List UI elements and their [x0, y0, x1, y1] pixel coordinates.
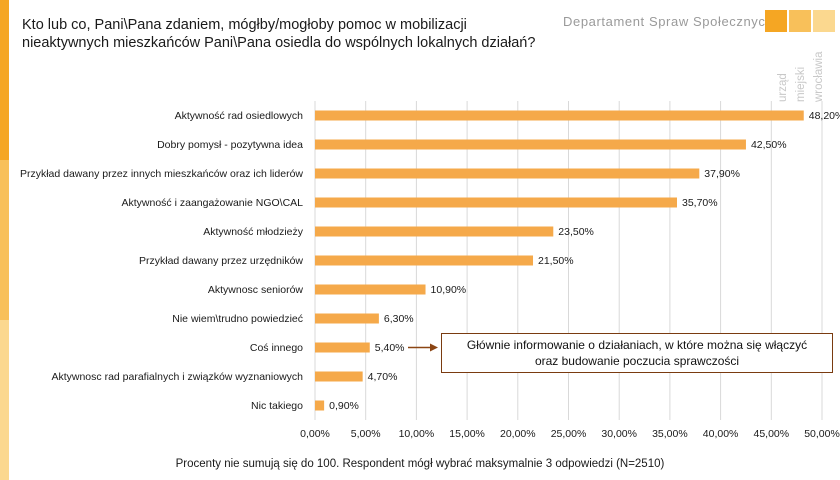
category-label: Aktywnosc rad parafialnych i związków wy…: [51, 371, 303, 383]
annotation-box: Głównie informowanie o działaniach, w kt…: [441, 333, 833, 373]
annotation-line2: oraz budowanie poczucia sprawczości: [534, 354, 740, 368]
x-tick-label: 10,00%: [399, 428, 435, 440]
accent-stripe-top: [0, 0, 9, 160]
value-label: 4,70%: [368, 371, 398, 383]
value-label: 6,30%: [384, 313, 414, 325]
value-label: 42,50%: [751, 139, 787, 151]
category-label: Aktywność rad osiedlowych: [175, 110, 304, 122]
x-tick-label: 50,00%: [804, 428, 840, 440]
category-label: Nic takiego: [251, 400, 303, 412]
bar: [315, 284, 426, 295]
x-tick-label: 20,00%: [500, 428, 536, 440]
value-label: 48,20%: [809, 110, 840, 122]
x-tick-label: 25,00%: [551, 428, 587, 440]
chart-title-line1: Kto lub co, Pani\Pana zdaniem, mógłby/mo…: [22, 17, 467, 33]
category-label: Nie wiem\trudno powiedzieć: [172, 313, 303, 325]
value-label: 5,40%: [375, 342, 405, 354]
annotation-line1: Głównie informowanie o działaniach, w kt…: [466, 338, 808, 352]
x-tick-label: 40,00%: [703, 428, 739, 440]
value-label: 10,90%: [431, 284, 467, 296]
footnote: Procenty nie sumują się do 100. Responde…: [175, 458, 665, 470]
bar: [315, 110, 804, 121]
category-label: Dobry pomysł - pozytywna idea: [157, 139, 303, 151]
category-label: Aktywność młodzieży: [203, 226, 304, 238]
value-label: 23,50%: [558, 226, 594, 238]
x-tick-label: 15,00%: [449, 428, 485, 440]
left-accent-band: [0, 0, 9, 480]
bar: [315, 197, 677, 208]
chart-title: Kto lub co, Pani\Pana zdaniem, mógłby/mo…: [22, 16, 542, 52]
logo-square-2: [789, 10, 811, 32]
x-tick-label: 45,00%: [753, 428, 789, 440]
value-label: 0,90%: [329, 400, 359, 412]
category-label: Coś innego: [250, 342, 303, 354]
x-tick-label: 30,00%: [601, 428, 637, 440]
annotation-arrow-head: [430, 343, 438, 352]
bar: [315, 226, 554, 237]
value-label: 21,50%: [538, 255, 574, 267]
value-label: 35,70%: [682, 197, 718, 209]
bar: [315, 342, 370, 353]
bar: [315, 400, 325, 411]
category-label: Aktywnosc seniorów: [208, 284, 304, 296]
accent-stripe-bottom: [0, 320, 9, 480]
bar: [315, 168, 700, 179]
chart-title-line2: nieaktywnych mieszkańców Pani\Pana osied…: [22, 35, 536, 51]
accent-stripe-middle: [0, 160, 9, 320]
x-tick-label: 35,00%: [652, 428, 688, 440]
bar: [315, 139, 746, 150]
department-name: Departament Spraw Społecznych: [563, 14, 774, 29]
x-tick-label: 0,00%: [300, 428, 330, 440]
logo-square-3: [813, 10, 835, 32]
bar: [315, 313, 379, 324]
logo-square-1: [765, 10, 787, 32]
category-label: Przykład dawany przez innych mieszkańców…: [20, 168, 303, 180]
value-label: 37,90%: [704, 168, 740, 180]
x-tick-label: 5,00%: [351, 428, 381, 440]
bar: [315, 255, 534, 266]
category-label: Aktywność i zaangażowanie NGO\CAL: [122, 197, 304, 209]
category-label: Przykład dawany przez urzędników: [139, 255, 303, 267]
bar: [315, 371, 363, 382]
